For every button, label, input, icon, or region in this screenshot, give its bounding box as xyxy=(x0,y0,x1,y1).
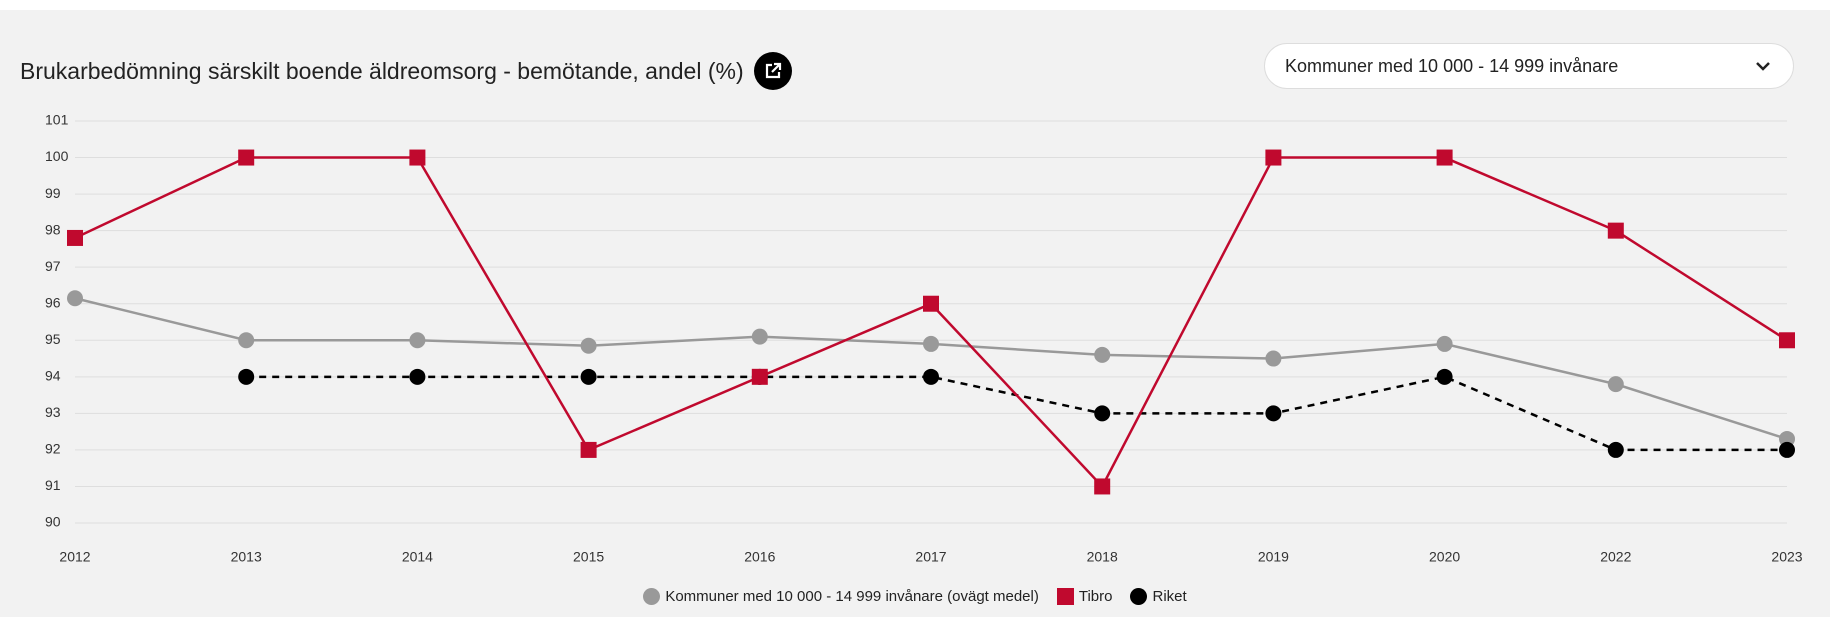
dropdown[interactable]: Kommuner med 10 000 - 14 999 invånare xyxy=(1264,43,1794,89)
legend-item[interactable]: Riket xyxy=(1130,588,1187,605)
title-row: Brukarbedömning särskilt boende äldreoms… xyxy=(20,52,792,90)
point-marker xyxy=(1779,332,1795,349)
y-tick-label: 92 xyxy=(45,441,61,457)
point-marker xyxy=(238,368,255,385)
y-tick-label: 100 xyxy=(45,148,69,164)
point-marker xyxy=(409,149,426,166)
series-line xyxy=(74,156,1788,489)
legend-label: Kommuner med 10 000 - 14 999 invånare (o… xyxy=(665,588,1039,605)
chart-panel: 90 91 92 93 94 95 96 97 98 99 100 101 2012 2013 2014 20… xyxy=(0,10,1830,617)
x-tick-label: 2017 xyxy=(915,549,946,565)
point-marker xyxy=(751,368,768,385)
y-tick-label: 95 xyxy=(45,331,61,347)
series-line xyxy=(74,297,1788,441)
y-tick-label: 91 xyxy=(45,477,61,493)
point-marker xyxy=(923,335,939,352)
legend: Kommuner med 10 000 - 14 999 invånare (o… xyxy=(0,588,1830,605)
point-marker xyxy=(67,290,83,307)
legend-swatch xyxy=(643,588,661,605)
point-marker xyxy=(1436,149,1453,166)
x-tick-label: 2014 xyxy=(402,549,433,565)
external-link[interactable] xyxy=(753,52,792,90)
point-marker xyxy=(923,295,939,312)
chevron xyxy=(1756,62,1770,71)
point-marker xyxy=(580,368,597,385)
point-marker xyxy=(1094,405,1111,422)
legend-swatch xyxy=(1130,588,1148,605)
legend-item[interactable]: Tibro xyxy=(1056,588,1113,605)
y-tick-label: 97 xyxy=(45,258,61,274)
y-tick-label: 98 xyxy=(45,221,61,237)
x-tick-label: 2020 xyxy=(1429,549,1460,565)
point-marker xyxy=(751,328,768,345)
legend-label: Riket xyxy=(1152,588,1187,605)
point-marker xyxy=(238,149,255,166)
legend-label: Tibro xyxy=(1078,588,1113,605)
legend-item[interactable]: Kommuner med 10 000 - 14 999 invånare (o… xyxy=(643,588,1039,605)
dropdown-value: Kommuner med 10 000 - 14 999 invånare xyxy=(1285,55,1619,76)
chart: 90 91 92 93 94 95 96 97 98 99 100 101 2012 2013 2014 20… xyxy=(45,112,1803,565)
x-tick-label: 2018 xyxy=(1087,549,1118,565)
point-marker xyxy=(1265,149,1282,166)
x-tick-label: 2012 xyxy=(59,549,90,565)
x-tick-label: 2013 xyxy=(231,549,262,565)
point-marker xyxy=(580,337,597,354)
point-marker xyxy=(1265,350,1282,367)
point-marker xyxy=(1607,441,1624,458)
point-marker xyxy=(1779,430,1795,447)
point-marker xyxy=(580,441,597,458)
x-tick-label: 2019 xyxy=(1258,549,1289,565)
y-tick-label: 94 xyxy=(45,368,61,384)
point-marker xyxy=(1607,376,1624,393)
point-marker xyxy=(67,229,83,246)
point-marker xyxy=(238,332,255,349)
y-tick-label: 101 xyxy=(45,112,69,128)
legend-swatch xyxy=(1056,588,1074,605)
point-marker xyxy=(923,368,939,385)
point-marker xyxy=(1607,222,1624,239)
x-tick-label: 2015 xyxy=(573,549,604,565)
point-marker xyxy=(409,368,426,385)
chart-title: Brukarbedömning särskilt boende äldreoms… xyxy=(20,57,744,84)
point-marker xyxy=(1779,441,1795,458)
point-marker xyxy=(1094,478,1111,495)
point-marker xyxy=(1094,346,1111,363)
point-marker xyxy=(1436,335,1453,352)
point-marker xyxy=(409,332,426,349)
x-tick-label: 2022 xyxy=(1600,549,1631,565)
y-tick-label: 96 xyxy=(45,294,61,310)
y-tick-label: 90 xyxy=(45,514,61,530)
x-tick-label: 2023 xyxy=(1771,549,1802,565)
point-marker xyxy=(1265,405,1282,422)
y-tick-label: 93 xyxy=(45,404,61,420)
x-tick-label: 2016 xyxy=(744,549,775,565)
y-tick-label: 99 xyxy=(45,185,61,201)
point-marker xyxy=(1436,368,1453,385)
